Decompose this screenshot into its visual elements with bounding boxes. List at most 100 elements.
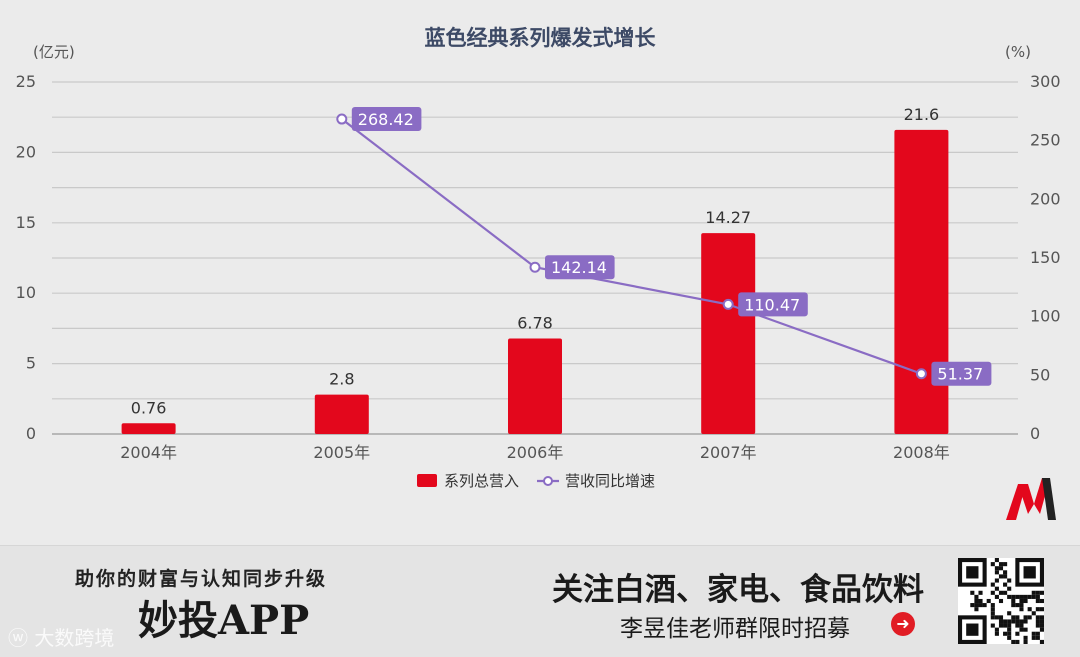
qr-module: [1019, 623, 1024, 628]
qr-module: [1011, 598, 1016, 604]
bar-value-label: 2.8: [329, 370, 354, 389]
legend-bar-swatch: [417, 474, 437, 487]
qr-module: [1015, 623, 1020, 628]
qr-module: [974, 603, 979, 608]
line-value-label: 268.42: [358, 110, 414, 129]
qr-module: [990, 615, 995, 620]
banner-right-subtitle: 李昱佳老师群限时招募: [620, 616, 850, 642]
qr-module: [1031, 611, 1036, 616]
y-left-tick: 0: [26, 424, 36, 443]
y-left-tick: 15: [16, 213, 36, 232]
y-right-tick: 100: [1030, 307, 1061, 326]
qr-module: [1027, 594, 1032, 599]
qr-module: [986, 598, 991, 604]
line-value-label: 142.14: [551, 258, 607, 277]
qr-module: [1035, 615, 1040, 620]
chart-area: 蓝色经典系列爆发式增长 (亿元) (%) 0 5 10 15 20 25 0 50 100 150 200…: [15, 26, 1061, 520]
qr-module: [1039, 590, 1044, 595]
qr-module: [994, 566, 999, 571]
y-right-tick: 250: [1030, 131, 1061, 150]
qr-module: [1039, 619, 1044, 624]
qr-module: [1011, 615, 1016, 620]
promo-banner: 助你的财富与认知同步升级 妙投APP ⓦ 大数跨境 关注白酒、家电、食品饮料 李…: [0, 545, 1080, 657]
watermark-label: 大数跨境: [34, 626, 115, 650]
qr-module: [1015, 594, 1020, 599]
qr-code-icon[interactable]: [958, 558, 1044, 644]
y-right-tick: 50: [1030, 365, 1050, 384]
qr-module: [1035, 607, 1040, 612]
bar: [508, 338, 562, 434]
qr-module: [1035, 623, 1040, 628]
combo-chart: 蓝色经典系列爆发式增长(亿元) (%)0510152025050100150200…: [16, 26, 1061, 490]
growth-line: [341, 118, 922, 375]
qr-module: [1039, 639, 1044, 644]
qr-module: [970, 603, 975, 608]
qr-module: [1003, 623, 1008, 628]
qr-module: [1031, 590, 1036, 595]
qr-module: [1015, 603, 1020, 608]
qr-module: [1027, 607, 1032, 612]
line-label-box: [738, 292, 808, 317]
qr-module: [1023, 635, 1028, 640]
qr-module: [1015, 619, 1020, 624]
y-right-tick: 0: [1030, 424, 1040, 443]
bar-value-label: 21.6: [904, 105, 940, 124]
qr-module: [998, 566, 1004, 571]
qr-module: [990, 590, 995, 595]
qr-module: [998, 619, 1004, 624]
y-right-tick: 300: [1030, 72, 1061, 91]
m-brand-logo-icon: [1006, 478, 1056, 520]
qr-module: [1019, 603, 1024, 608]
qr-module: [998, 590, 1004, 595]
line-point: [915, 368, 927, 380]
qr-module: [978, 590, 983, 595]
qr-module: [994, 578, 999, 583]
legend-line-marker: [543, 476, 553, 486]
qr-module: [998, 615, 1004, 620]
qr-module: [1011, 619, 1016, 624]
qr-module: [1039, 623, 1044, 628]
qr-module: [978, 598, 983, 604]
qr-module: [1023, 594, 1028, 599]
qr-module: [1019, 619, 1024, 624]
qr-module: [1039, 607, 1044, 612]
bar: [701, 233, 756, 434]
legend-line-label: 营收同比增速: [565, 472, 655, 490]
qr-module: [998, 574, 1004, 579]
banner-right-title: 关注白酒、家电、食品饮料: [552, 572, 924, 608]
x-tick: 2007年: [700, 443, 757, 462]
qr-module: [1023, 566, 1036, 579]
qr-module: [1003, 570, 1008, 575]
qr-module: [990, 607, 995, 612]
qr-module: [1023, 627, 1028, 632]
arrow-right-circle-icon[interactable]: ➜: [891, 612, 915, 636]
qr-module: [1035, 594, 1040, 599]
qr-module: [1039, 598, 1044, 604]
qr-module: [994, 615, 999, 620]
qr-module: [1007, 635, 1012, 640]
qr-module: [1039, 627, 1044, 632]
qr-module: [1011, 594, 1016, 599]
qr-module: [1035, 590, 1040, 595]
qr-module: [1007, 631, 1012, 636]
qr-module: [1027, 615, 1032, 620]
qr-module: [1023, 615, 1028, 620]
qr-module: [974, 607, 979, 612]
qr-module: [1007, 586, 1012, 591]
qr-module: [1019, 598, 1024, 604]
qr-module: [1015, 631, 1020, 636]
qr-module: [974, 594, 979, 599]
qr-module: [1003, 631, 1008, 636]
legend-bar-label: 系列总营入: [444, 472, 519, 490]
qr-module: [990, 603, 995, 608]
qr-module: [1035, 619, 1040, 624]
y-left-tick: 10: [16, 283, 36, 302]
x-tick: 2008年: [893, 443, 950, 462]
qr-module: [1007, 627, 1012, 632]
qr-module: [1023, 639, 1028, 644]
qr-module: [1011, 639, 1016, 644]
qr-module: [994, 594, 999, 599]
qr-module: [1023, 598, 1028, 604]
qr-module: [994, 627, 999, 632]
line-value-label: 110.47: [744, 295, 800, 314]
